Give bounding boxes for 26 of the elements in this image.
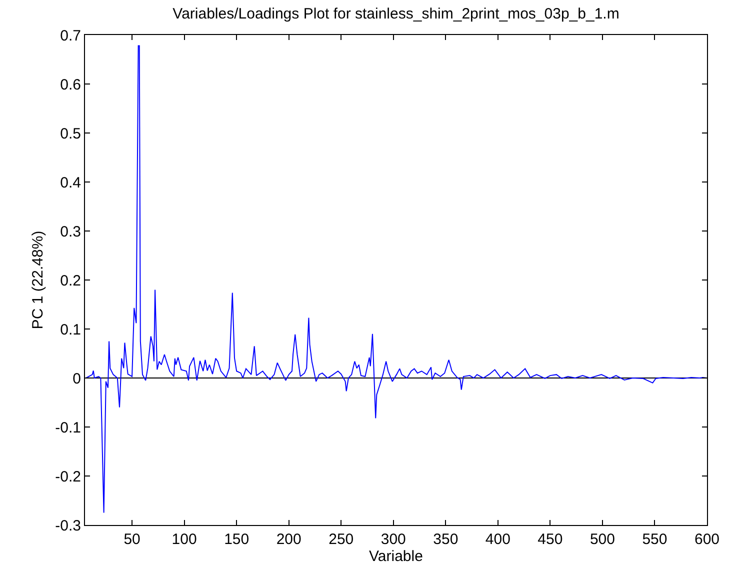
x-tick-label: 450 [538, 531, 563, 548]
y-tick-label: 0.3 [60, 223, 81, 240]
y-tick-label: 0.2 [60, 272, 81, 290]
x-tick-label: 550 [642, 531, 668, 548]
x-tick-label: 500 [590, 531, 615, 548]
y-tick-label: 0.7 [60, 27, 81, 44]
y-axis-title: PC 1 (22.48%) [29, 230, 46, 330]
x-tick-label: 300 [380, 531, 406, 548]
y-tick-label: 0.4 [60, 174, 81, 192]
y-tick-label: 0.5 [60, 125, 81, 142]
x-tick-label: 600 [694, 531, 720, 548]
x-tick-label: 50 [124, 531, 140, 548]
chart-title: Variables/Loadings Plot for stainless_shim_2print_mos_03p_b_1.m [172, 6, 620, 22]
y-tick-label: 0.6 [60, 76, 81, 94]
x-tick-label: 150 [224, 531, 250, 548]
x-tick-label: 350 [433, 531, 458, 548]
x-axis-title: Variable [369, 548, 423, 565]
x-tick-label: 250 [328, 531, 354, 548]
y-tick-label: 0 [72, 370, 81, 388]
y-tick-label: -0.2 [55, 468, 81, 486]
x-tick-label: 100 [172, 531, 197, 548]
x-tick-label: 200 [276, 531, 302, 548]
y-tick-label: -0.3 [55, 517, 81, 534]
x-tick-label: 400 [485, 531, 510, 548]
y-tick-label: -0.1 [55, 419, 81, 436]
y-tick-label: 0.1 [60, 321, 81, 338]
